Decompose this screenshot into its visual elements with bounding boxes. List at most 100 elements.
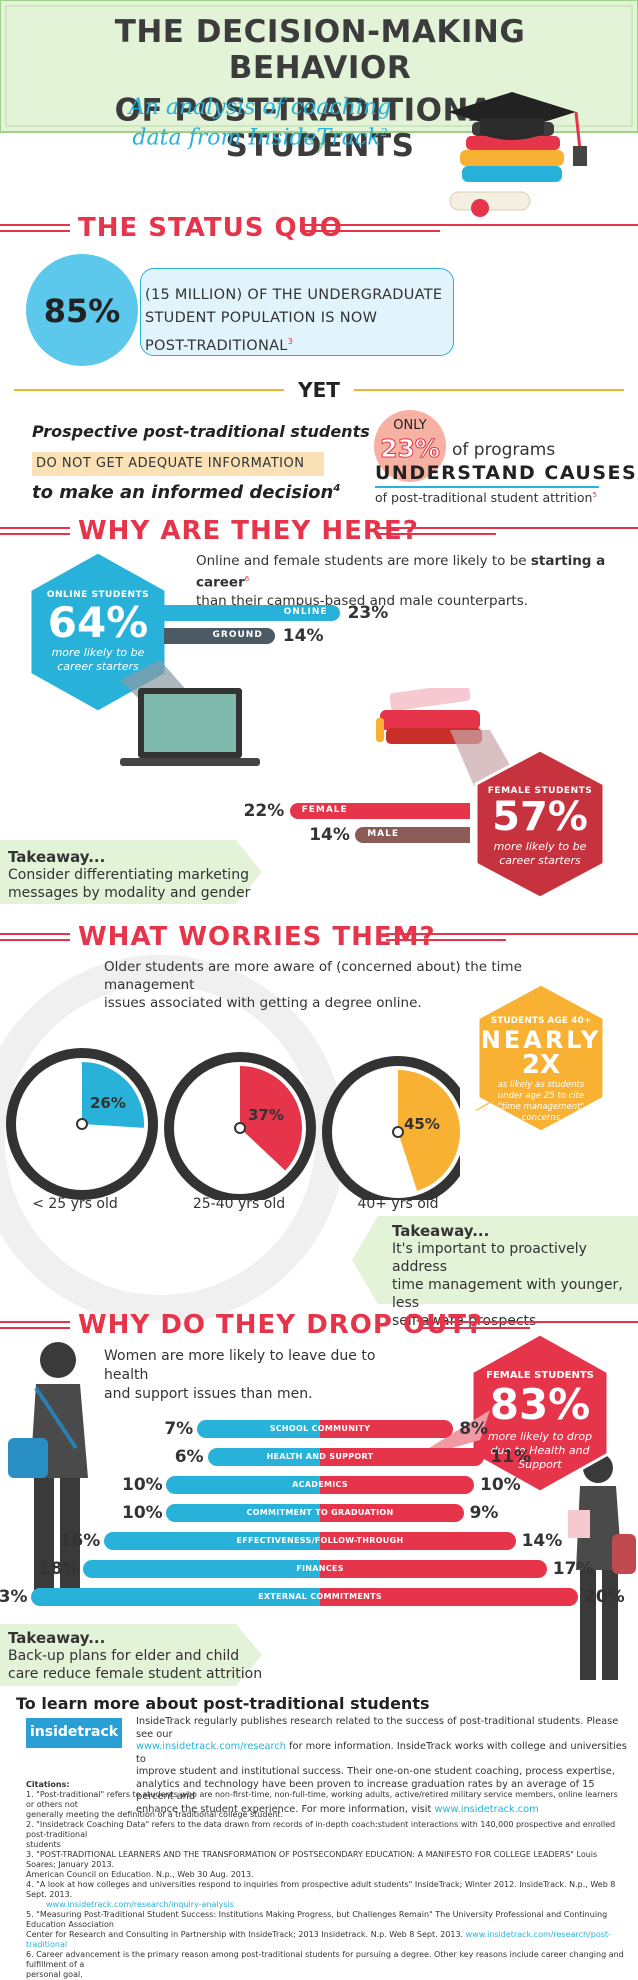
dropout-row-label: HEALTH AND SUPPORT	[266, 1452, 374, 1461]
books-cap-illustration	[448, 92, 587, 217]
citation-5a: 5. "Measuring Post-Traditional Student S…	[26, 1910, 608, 1929]
attrition-text: of post-traditional student attrition	[375, 490, 593, 505]
research-link[interactable]: www.insidetrack.com/research	[136, 1741, 286, 1752]
why-intro-b: starting a career	[196, 553, 606, 591]
bar-ground	[164, 628, 275, 644]
stat-85-percent: 85%	[43, 292, 121, 330]
citation-4-link[interactable]: www.insidetrack.com/research/inquiry-ana…	[46, 1900, 234, 1909]
subtitle-line-2: data from InsideTrack2	[100, 120, 420, 150]
takeaway-why-heading: Takeaway...	[8, 848, 106, 866]
citation-5b-line: Center for Research and Consulting in Pa…	[26, 1930, 628, 1950]
rule-worries-right	[386, 933, 638, 935]
age-badge-s2: under age 25 to cite	[497, 1091, 585, 1101]
male-student-figure	[8, 1342, 88, 1598]
citations: Citations: 1. "Post-traditional" refers …	[26, 1780, 628, 1980]
only-label: ONLY	[393, 418, 427, 433]
status-quo-card	[140, 268, 454, 356]
dropout-pct-men: 10%	[122, 1503, 163, 1523]
takeaway-why-bg	[0, 840, 262, 904]
laptop-icon	[120, 688, 260, 766]
online-badge-pct: 64%	[47, 598, 149, 647]
clock-label-25-40: 25-40 yrs old	[192, 1196, 286, 1212]
clock-0	[6, 1048, 158, 1200]
dropout-bar-women	[320, 1420, 454, 1438]
dropout-bar-women	[320, 1560, 547, 1578]
dropout-badge-hexagon	[470, 1334, 610, 1494]
subtitle: An analysis of coaching data from Inside…	[100, 95, 420, 150]
insidetrack-logo-text: insidetrack	[30, 1724, 119, 1740]
info-sup: 4	[333, 483, 341, 494]
clock-center	[234, 1122, 246, 1134]
bar-female-label: FEMALE	[301, 805, 348, 815]
bar-ground-pct: 14%	[282, 626, 324, 646]
dropout-pct-men: 7%	[164, 1419, 194, 1439]
of-programs: of programs	[452, 440, 556, 460]
section-title-dropout: WHY DO THEY DROP OUT?	[78, 1310, 484, 1340]
dropout-bar-women	[320, 1448, 485, 1466]
title-line-2-end: STUDENTS	[225, 128, 415, 165]
female-badge-sub1: more likely to be	[493, 840, 587, 853]
rule-drop-right-2	[420, 1327, 530, 1329]
rule-right-2	[300, 230, 440, 232]
dropout-pct-women: 8%	[459, 1419, 489, 1439]
dropout-row-label: EXTERNAL COMMITMENTS	[258, 1592, 382, 1601]
rule-left	[0, 224, 70, 226]
dropout-pct-men: 6%	[174, 1447, 204, 1467]
understand-causes: UNDERSTAND CAUSES	[375, 462, 638, 484]
takeaway-drop-t2: care reduce female student attrition	[8, 1666, 263, 1682]
female-badge-pct: 57%	[492, 794, 588, 840]
dropout-bar-women	[320, 1504, 464, 1522]
insidetrack-logo	[26, 1718, 122, 1748]
yet-label: YET	[298, 378, 340, 402]
status-quo-text: (15 MILLION) OF THE UNDERGRADUATE STUDEN…	[145, 284, 445, 358]
dropout-pct-women: 9%	[469, 1503, 499, 1523]
understand-underline	[375, 486, 599, 488]
takeaway-why-t2: messages by modality and gender	[8, 885, 251, 901]
info-line-3-text: to make an informed decision	[32, 482, 334, 503]
clock-1	[164, 1052, 316, 1200]
rule-why-left-2	[0, 533, 70, 535]
title-line-1: THE DECISION-MAKING BEHAVIOR	[114, 14, 526, 86]
bar-online-label: ONLINE	[283, 607, 328, 617]
online-badge-sub2: career starters	[57, 660, 139, 673]
takeaway-worries-t2: time management with younger, less	[392, 1277, 623, 1311]
citation-3a: 3. "POST-TRADITIONAL LEARNERS AND THE TR…	[26, 1850, 598, 1869]
dropout-bar-men	[103, 1532, 320, 1550]
only-pct: 23%	[380, 434, 441, 464]
footer-about: InsideTrack regularly publishes research…	[136, 1716, 628, 1816]
dropout-bar-women	[320, 1476, 474, 1494]
section-title-worries: WHAT WORRIES THEM?	[78, 922, 436, 952]
clock-pct-under-25: 26%	[90, 1094, 126, 1112]
online-badge-sub: more likely to be career starters	[28, 646, 168, 674]
dropout-badge-pct: 83%	[489, 1380, 591, 1429]
clock-wedge-1	[240, 1066, 302, 1171]
dropout-bar-men	[197, 1420, 320, 1438]
citation-2a: 2. "Insidetrack Coaching Data" refers to…	[26, 1820, 616, 1839]
dropout-bar-men	[207, 1448, 320, 1466]
dropout-row-label: COMMITMENT TO GRADUATION	[246, 1508, 394, 1517]
info-highlight-bg	[32, 452, 324, 476]
dropout-badge-s1: more likely to drop	[487, 1430, 593, 1443]
website-link[interactable]: www.insidetrack.com	[434, 1803, 539, 1815]
bar-male-label: MALE	[367, 829, 399, 839]
header: THE DECISION-MAKING BEHAVIOR OF POST-TRA…	[0, 0, 638, 217]
dropout-intro-1: Women are more likely to leave due to he…	[104, 1348, 376, 1383]
section-title-why-here: WHY ARE THEY HERE?	[78, 516, 419, 546]
rule-worries-left-2	[0, 939, 70, 941]
attrition-sup: 5	[592, 490, 597, 499]
title-line-2-text: OF POST-TRADITIONAL	[114, 92, 514, 129]
rule-left-2	[0, 230, 70, 232]
footer-p1: InsideTrack regularly publishes research…	[136, 1716, 619, 1740]
worries-intro-1: Older students are more aware of (concer…	[104, 959, 522, 993]
dropout-intro-2: and support issues than men.	[104, 1386, 313, 1402]
rule-why-right-2	[376, 533, 496, 535]
online-badge-label: ONLINE STUDENTS	[46, 590, 150, 600]
citation-4a: 4. "A look at how colleges and universit…	[26, 1880, 616, 1899]
citation-1a: 1. "Post-traditional" refers to students…	[26, 1790, 618, 1809]
yet-rule-left	[14, 389, 284, 391]
dropout-row-label: SCHOOL COMMUNITY	[269, 1424, 371, 1433]
worries-intro: Older students are more aware of (concer…	[104, 958, 604, 1012]
yet-rule-right	[354, 389, 624, 391]
dropout-bar-men	[166, 1476, 320, 1494]
takeaway-worries-bg	[352, 1216, 638, 1304]
